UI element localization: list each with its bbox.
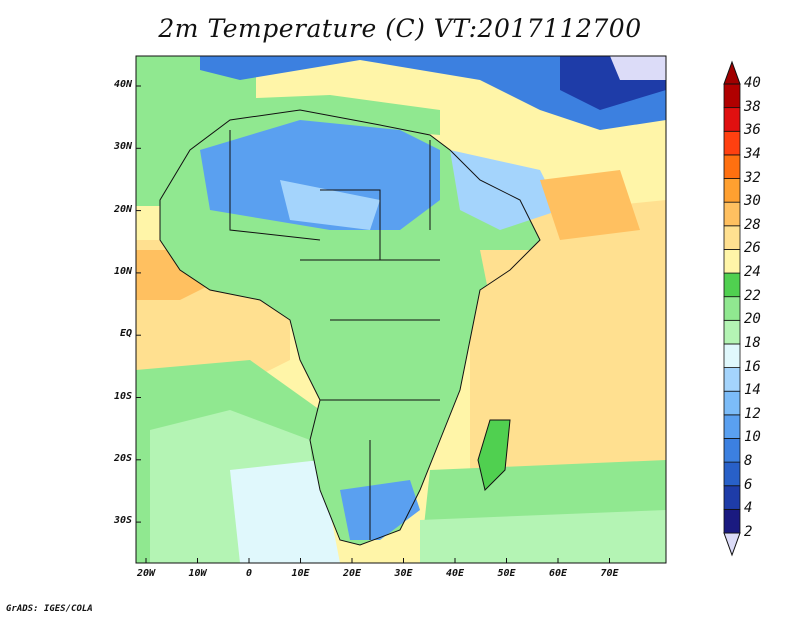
colorbar-label: 34 — [744, 145, 761, 162]
lat-tick-label: 10N — [113, 265, 132, 277]
colorbar-label: 32 — [744, 169, 761, 186]
colorbar-swatch — [723, 485, 741, 510]
colorbar-swatch — [723, 438, 741, 463]
colorbar-label: 26 — [744, 240, 761, 257]
africa-coastline — [159, 109, 541, 546]
colorbar-swatch — [723, 343, 741, 368]
colorbar-swatch — [723, 249, 741, 274]
lon-tick-label: 20E — [342, 568, 362, 579]
colorbar-label: 24 — [744, 264, 761, 281]
colorbar-label: 10 — [744, 429, 761, 446]
lon-tick-label: 0 — [245, 568, 253, 579]
colorbar-label: 28 — [744, 216, 761, 233]
colorbar-swatch — [723, 367, 741, 392]
colorbar-label: 6 — [744, 476, 753, 493]
footer-credit: GrADS: IGES/COLA — [6, 604, 93, 614]
colorbar — [723, 60, 741, 557]
lat-tick-label: 20N — [113, 203, 132, 215]
colorbar-label: 2 — [744, 524, 753, 540]
colorbar-label: 12 — [744, 405, 761, 422]
colorbar-label: 8 — [744, 453, 753, 470]
colorbar-label: 40 — [744, 75, 761, 91]
colorbar-min-triangle — [723, 532, 741, 557]
colorbar-label: 38 — [744, 98, 761, 115]
lat-tick-label: 10S — [113, 390, 132, 402]
colorbar-swatch — [723, 508, 741, 534]
benguela-cool — [230, 460, 340, 563]
colorbar-swatch — [723, 414, 741, 439]
colorbar-swatch — [723, 130, 741, 156]
lon-tick-label: 40E — [445, 568, 465, 579]
colorbar-swatch — [723, 461, 741, 487]
lat-tick-label: 30N — [113, 141, 132, 153]
south-africa-cool — [340, 480, 420, 540]
lon-tick-label: 10E — [291, 568, 310, 579]
axis-ticks — [136, 85, 610, 563]
lat-tick-label: EQ — [119, 328, 132, 340]
sahara-light — [280, 180, 380, 230]
chart-title: 2m Temperature (C) VT:2017112700 — [158, 14, 642, 43]
colorbar-label: 18 — [744, 334, 761, 351]
lat-tick-label: 20S — [113, 452, 132, 464]
colorbar-swatch — [723, 319, 741, 345]
indian-ocean-far-south — [420, 510, 666, 563]
colorbar-label: 14 — [744, 382, 761, 399]
colorbar-swatch — [723, 390, 741, 416]
colorbar-swatch — [723, 296, 741, 321]
lat-tick-label: 40N — [113, 79, 132, 90]
colorbar-label: 4 — [744, 500, 753, 517]
colorbar-swatch — [723, 154, 741, 179]
arabian-sea-warm — [540, 170, 640, 240]
map-field — [136, 56, 666, 563]
colorbar-swatch — [723, 225, 741, 250]
borders — [159, 109, 541, 546]
colorbar-label: 16 — [744, 358, 761, 375]
lon-tick-label: 60E — [548, 568, 568, 579]
north-light — [610, 56, 666, 80]
colorbar-max-triangle — [723, 60, 741, 85]
border-line — [320, 189, 381, 260]
colorbar-label: 22 — [744, 287, 761, 304]
lon-tick-label: 50E — [497, 568, 516, 579]
colorbar-label: 20 — [744, 311, 761, 328]
colorbar-swatch — [723, 178, 741, 203]
plot-frame — [135, 55, 667, 564]
colorbar-label: 30 — [744, 193, 761, 210]
colorbar-swatch — [723, 83, 741, 109]
colorbar-swatch — [723, 107, 741, 132]
colorbar-swatch — [723, 201, 741, 227]
lon-tick-label: 20W — [136, 568, 156, 579]
colorbar-label: 36 — [744, 122, 761, 139]
arabia-light — [450, 150, 560, 230]
lon-tick-label: 30E — [394, 568, 413, 579]
madagascar-coast — [477, 419, 511, 491]
colorbar-swatch — [723, 272, 741, 298]
europe-cold — [200, 56, 666, 130]
lat-tick-label: 30S — [113, 515, 132, 527]
africa-land — [160, 110, 540, 545]
lon-tick-label: 70E — [600, 568, 619, 579]
border-line — [229, 130, 321, 241]
lon-tick-label: 10W — [188, 568, 207, 579]
